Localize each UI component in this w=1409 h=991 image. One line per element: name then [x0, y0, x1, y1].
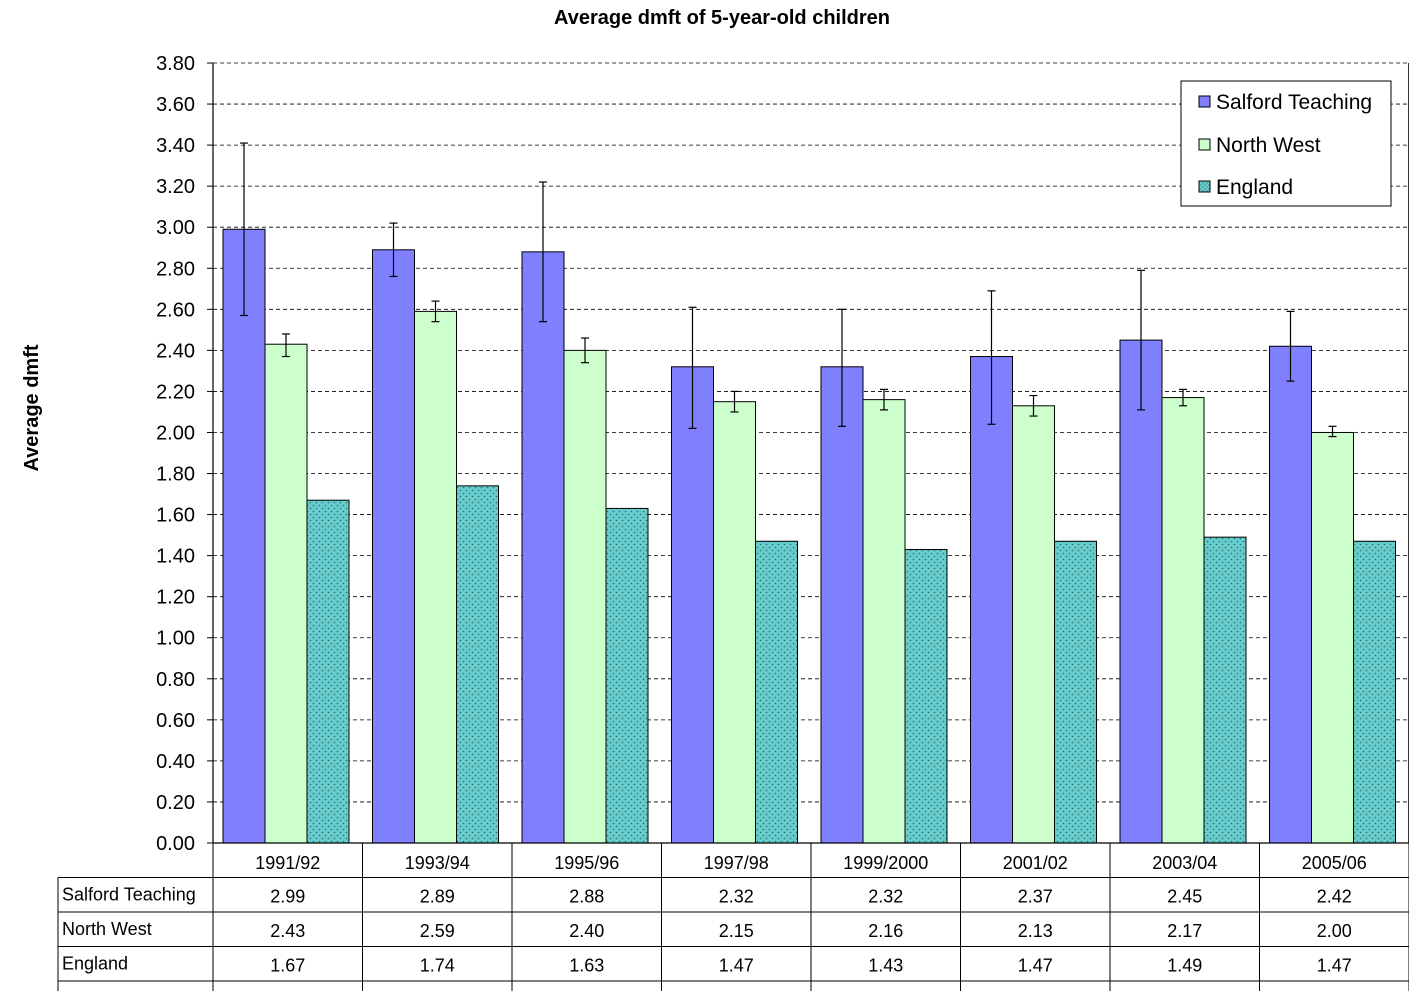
legend-swatch-salford-teaching	[1198, 95, 1211, 108]
y-tick-label: 0.20	[156, 792, 195, 814]
y-tick-label: 1.60	[156, 505, 195, 527]
table-cell-value: 2.99	[270, 887, 305, 907]
x-category-label: 1999/2000	[843, 853, 928, 873]
table-cell-value: 1.47	[1018, 956, 1053, 976]
legend-label-england: England	[1216, 176, 1293, 199]
table-cell-value: 2.16	[868, 921, 903, 941]
y-tick-label: 0.00	[156, 833, 195, 855]
table-row-label: England	[62, 954, 128, 974]
legend-label-salford-teaching: Salford Teaching	[1216, 91, 1372, 114]
bar-england	[1203, 536, 1247, 844]
y-tick-label: 3.80	[156, 53, 195, 75]
y-tick-label: 2.20	[156, 381, 195, 403]
table-cell-value: 2.32	[719, 887, 754, 907]
table-cell-value: 2.45	[1167, 887, 1202, 907]
table-cell-value: 2.32	[868, 887, 903, 907]
table-cell-value: 1.63	[569, 956, 604, 976]
y-tick-label: 1.40	[156, 546, 195, 568]
table-cell-value: 1.67	[270, 956, 305, 976]
table-cell-value: 2.15	[719, 921, 754, 941]
y-tick-label: 2.80	[156, 258, 195, 280]
y-axis-ticks: 0.00 0.20 0.40 0.60 0.80 1.00 1.20 1.40 1.60 1.80…	[156, 53, 213, 855]
table-cell-value: 2.13	[1018, 921, 1053, 941]
bar-england	[904, 548, 948, 844]
x-category-label: 1991/92	[255, 853, 320, 873]
bar-north-west	[264, 343, 308, 844]
legend-swatch-north-west	[1198, 138, 1211, 151]
data-table: 1991/92 1993/94 1995/96 1997/98 1999/2000 200…	[57, 63, 1409, 991]
bar-england	[1054, 540, 1097, 844]
table-cell-value: 2.00	[1317, 921, 1352, 941]
x-category-label: 2003/04	[1152, 853, 1217, 873]
error-bars	[240, 142, 1337, 438]
bar-salford-teaching	[970, 356, 1013, 844]
bar-england	[306, 499, 350, 844]
bar-salford-teaching	[820, 366, 864, 844]
bar-north-west	[1012, 405, 1055, 844]
x-category-label: 1993/94	[405, 853, 470, 873]
bar-salford-teaching	[521, 251, 565, 844]
bar-north-west	[1311, 431, 1354, 844]
y-tick-label: 0.80	[156, 669, 195, 691]
y-tick-label: 3.40	[156, 135, 195, 157]
chart-title: Average dmft of 5-year-old children	[554, 7, 890, 29]
y-tick-label: 2.00	[156, 422, 195, 444]
table-cell-value: 2.17	[1167, 921, 1202, 941]
bar-north-west	[414, 310, 457, 844]
x-category-label: 1997/98	[704, 853, 769, 873]
table-cell-value: 2.42	[1317, 887, 1352, 907]
bar-england	[1353, 540, 1396, 844]
table-cell-value: 1.74	[420, 956, 455, 976]
bars	[222, 228, 1396, 844]
bar-england	[755, 540, 798, 844]
y-tick-label: 2.60	[156, 299, 195, 321]
bar-england	[456, 485, 499, 844]
x-category-label: 2001/02	[1003, 853, 1068, 873]
table-cell-value: 2.88	[569, 887, 604, 907]
y-tick-label: 0.60	[156, 710, 195, 732]
bar-salford-teaching	[222, 228, 266, 844]
y-tick-label: 1.20	[156, 587, 195, 609]
table-cell-value: 2.59	[420, 921, 455, 941]
table-cell-value: 1.47	[1317, 956, 1352, 976]
bar-england	[605, 507, 649, 844]
bar-north-west	[713, 401, 756, 844]
bar-salford-teaching	[671, 366, 714, 844]
table-cell-value: 1.49	[1167, 956, 1202, 976]
legend: Salford Teaching North West England	[1180, 80, 1392, 207]
bar-salford-teaching	[1119, 339, 1163, 844]
table-row-label: North West	[62, 919, 152, 939]
y-tick-label: 3.00	[156, 217, 195, 239]
legend-label-north-west: North West	[1216, 134, 1321, 157]
y-tick-label: 1.00	[156, 628, 195, 650]
x-category-label: 2005/06	[1302, 853, 1367, 873]
table-cell-value: 2.43	[270, 921, 305, 941]
table-cell-value: 2.89	[420, 887, 455, 907]
y-axis-label: Average dmft	[21, 344, 43, 471]
y-tick-label: 0.40	[156, 751, 195, 773]
table-cell-value: 2.40	[569, 921, 604, 941]
table-cell-value: 1.43	[868, 956, 903, 976]
table-cell-value: 1.47	[719, 956, 754, 976]
table-row-label: Salford Teaching	[62, 885, 196, 905]
y-tick-label: 2.40	[156, 340, 195, 362]
y-tick-label: 3.60	[156, 94, 195, 116]
legend-swatch-england	[1198, 180, 1211, 193]
table-cell-value: 2.37	[1018, 887, 1053, 907]
legend-box	[1180, 80, 1392, 207]
y-tick-label: 3.20	[156, 176, 195, 198]
x-category-label: 1995/96	[554, 853, 619, 873]
y-tick-label: 1.80	[156, 464, 195, 486]
bar-north-west	[862, 399, 906, 844]
bar-salford-teaching	[372, 249, 415, 844]
bar-north-west	[1161, 397, 1205, 844]
bar-salford-teaching	[1269, 345, 1312, 844]
bar-north-west	[563, 349, 607, 844]
